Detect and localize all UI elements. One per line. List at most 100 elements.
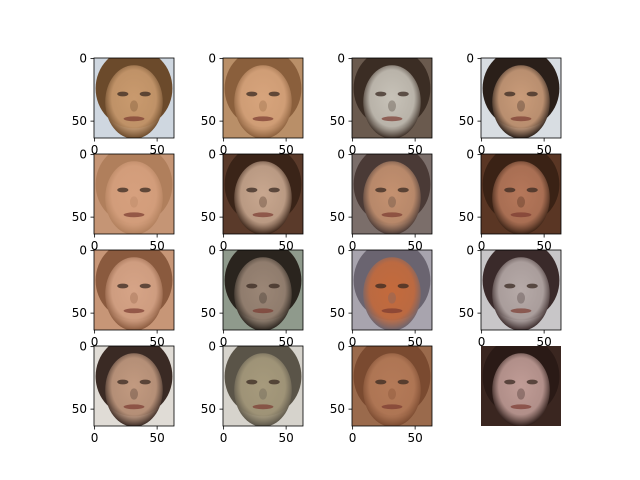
panel-face-r2-c2: 0 50 0 50 — [201, 148, 304, 253]
face-r2-c3-image — [352, 154, 432, 234]
nose-region — [259, 388, 267, 400]
eye-region — [375, 379, 387, 385]
x-tick-label: 50 — [407, 335, 422, 349]
y-tick-label: 0 — [79, 244, 87, 258]
face-r2-c1-image — [94, 154, 174, 234]
eye-region — [268, 379, 280, 385]
face-r1-c2-image — [223, 58, 303, 138]
nose-region — [130, 100, 138, 112]
eye-region — [117, 187, 129, 193]
axes-frame — [351, 153, 433, 235]
face-r4-c2-image — [223, 346, 303, 426]
y-tick-label: 50 — [459, 306, 474, 320]
panel-face-r3-c1: 0 50 0 50 — [72, 244, 175, 349]
panel-face-r2-c1: 0 50 0 50 — [72, 148, 175, 253]
x-tick-label: 50 — [149, 239, 164, 253]
y-tick-label: 50 — [72, 402, 87, 416]
mouth-region — [252, 308, 274, 314]
y-tick-label: 50 — [72, 114, 87, 128]
mouth-region — [381, 308, 403, 314]
x-tick-label: 0 — [349, 239, 357, 253]
x-tick-label: 50 — [407, 239, 422, 253]
y-tick-label: 0 — [337, 340, 345, 354]
axes-frame — [351, 57, 433, 139]
eye-region — [375, 187, 387, 193]
x-tick-label: 0 — [91, 431, 99, 445]
eye-region — [504, 283, 516, 289]
nose-region — [130, 388, 138, 400]
eye-region — [139, 283, 151, 289]
face-region — [234, 353, 292, 426]
panel-face-r2-c4: 0 50 0 50 — [459, 148, 562, 253]
eye-region — [526, 91, 538, 97]
mouth-region — [510, 116, 532, 122]
eye-region — [246, 283, 258, 289]
face-r3-c4-image — [481, 250, 561, 330]
y-tick-label: 0 — [337, 148, 345, 162]
eye-region — [246, 187, 258, 193]
panel-face-r4-c1: 0 50 0 50 — [72, 340, 175, 445]
eye-region — [504, 379, 516, 385]
nose-region — [130, 196, 138, 208]
x-tick-label: 0 — [478, 239, 486, 253]
x-tick-label: 50 — [407, 431, 422, 445]
eye-region — [397, 187, 409, 193]
x-tick-label: 50 — [278, 335, 293, 349]
y-tick-label: 0 — [466, 244, 474, 258]
panel-face-r4-c3: 0 50 0 50 — [330, 340, 433, 445]
face-region — [105, 257, 163, 330]
eye-region — [139, 379, 151, 385]
face-r4-c4-image — [481, 346, 561, 426]
y-tick-label: 50 — [72, 210, 87, 224]
y-tick-label: 0 — [208, 148, 216, 162]
eye-region — [117, 283, 129, 289]
eye-region — [375, 283, 387, 289]
axes-frame — [480, 153, 562, 235]
y-tick-label: 50 — [201, 402, 216, 416]
x-tick-label: 0 — [478, 143, 486, 157]
face-region — [492, 353, 550, 426]
x-tick-label: 50 — [149, 143, 164, 157]
mouth-region — [381, 116, 403, 122]
y-tick-label: 50 — [330, 210, 345, 224]
y-tick-label: 0 — [208, 52, 216, 66]
nose-region — [388, 292, 396, 304]
face-region — [363, 353, 421, 426]
panel-face-r2-c3: 0 50 0 50 — [330, 148, 433, 253]
panel-face-r3-c4: 0 50 0 50 — [459, 244, 562, 349]
face-r1-c4-image — [481, 58, 561, 138]
x-tick-label: 50 — [149, 335, 164, 349]
axes-frame — [222, 249, 304, 331]
face-r3-c2-image — [223, 250, 303, 330]
x-tick-label: 0 — [91, 143, 99, 157]
eye-region — [117, 379, 129, 385]
face-r4-c3-image — [352, 346, 432, 426]
axes-frame — [351, 345, 433, 427]
axes-frame — [93, 249, 175, 331]
eye-region — [268, 283, 280, 289]
y-tick-label: 50 — [330, 114, 345, 128]
y-tick-label: 50 — [72, 306, 87, 320]
eye-region — [526, 379, 538, 385]
nose-region — [259, 100, 267, 112]
face-region — [105, 353, 163, 426]
y-tick-label: 0 — [79, 148, 87, 162]
nose-region — [388, 196, 396, 208]
mouth-region — [123, 116, 145, 122]
face-r2-c2-image — [223, 154, 303, 234]
eye-region — [139, 91, 151, 97]
y-tick-label: 0 — [337, 52, 345, 66]
axes-frame — [480, 57, 562, 139]
mouth-region — [123, 308, 145, 314]
face-region — [492, 65, 550, 138]
nose-region — [517, 292, 525, 304]
eye-region — [526, 283, 538, 289]
y-tick-label: 50 — [330, 402, 345, 416]
panel-face-r1-c2: 0 50 0 50 — [201, 52, 304, 157]
panel-face-r1-c4: 0 50 0 50 — [459, 52, 562, 157]
eye-region — [375, 91, 387, 97]
y-tick-label: 50 — [201, 210, 216, 224]
y-tick-label: 50 — [459, 210, 474, 224]
axes-frame — [93, 153, 175, 235]
x-tick-label: 50 — [536, 239, 551, 253]
